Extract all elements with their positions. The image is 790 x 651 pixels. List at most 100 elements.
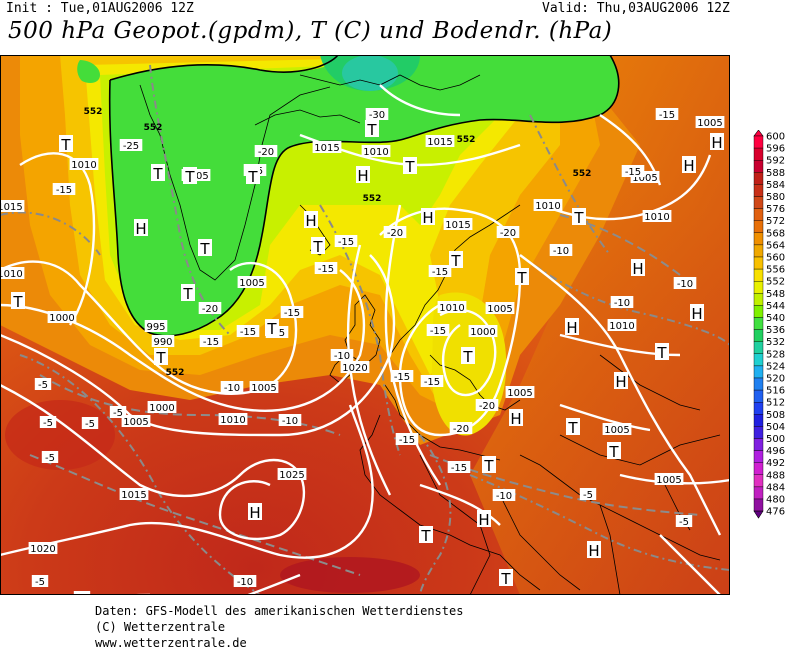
temperature-label: -15 [390, 370, 414, 383]
svg-text:H: H [588, 542, 599, 560]
legend-value: 552 [766, 277, 785, 288]
legend-swatch [753, 486, 764, 500]
red-cell-west [5, 400, 115, 470]
low-pressure-marker: T [482, 456, 496, 475]
svg-text:T: T [266, 320, 277, 338]
isobar-label: 990 [151, 335, 175, 348]
svg-text:-10: -10 [553, 246, 569, 257]
svg-text:H: H [357, 167, 368, 185]
legend-swatch [753, 365, 764, 379]
svg-text:-5: -5 [85, 419, 95, 430]
low-pressure-marker: T [246, 167, 260, 186]
legend-value: 572 [766, 216, 785, 227]
temperature-label: -10 [549, 244, 573, 257]
temperature-label: -20 [254, 145, 278, 158]
svg-text:T: T [516, 269, 527, 287]
legend-swatch [753, 268, 764, 282]
temperature-label: -5 [31, 575, 49, 588]
svg-text:T: T [199, 240, 210, 258]
low-pressure-marker: T [365, 120, 379, 139]
valid-time: Valid: Thu,03AUG2006 12Z [542, 1, 730, 16]
legend-value: 556 [766, 265, 785, 276]
legend-value: 500 [766, 434, 785, 445]
legend-swatch [753, 450, 764, 463]
isobar-label: 1010 [218, 413, 248, 426]
svg-text:-15: -15 [203, 337, 219, 348]
svg-text:H: H [632, 260, 643, 278]
svg-text:-15: -15 [240, 327, 256, 338]
high-pressure-marker: H [248, 503, 262, 522]
isobar-label: 1005 [237, 276, 267, 289]
svg-text:-15: -15 [432, 267, 448, 278]
temperature-label: -15 [447, 461, 471, 474]
svg-text:1015: 1015 [121, 490, 146, 501]
svg-text:1015: 1015 [427, 137, 452, 148]
legend-value: 480 [766, 495, 785, 506]
color-legend: 6005965925885845805765725685645605565525… [753, 130, 785, 519]
temperature-label: -15 [395, 433, 419, 446]
low-pressure-marker: T [419, 526, 433, 545]
isobar-label: 1005 [695, 116, 725, 129]
legend-swatch [753, 329, 764, 342]
svg-text:T: T [184, 168, 195, 186]
legend-value: 488 [766, 470, 785, 481]
isobar-label: 1025 [277, 468, 307, 481]
legend-swatch [753, 498, 764, 512]
high-pressure-marker: H [421, 208, 435, 227]
legend-swatch [753, 474, 764, 488]
low-pressure-marker: T [183, 167, 197, 186]
low-pressure-marker: T [311, 237, 325, 256]
svg-text:1005: 1005 [604, 425, 629, 436]
legend-value: 520 [766, 374, 785, 385]
temperature-label: -15 [621, 165, 645, 178]
low-pressure-marker: T [198, 239, 212, 258]
svg-text:T: T [608, 443, 619, 461]
isobar-label: 1015 [119, 488, 149, 501]
svg-text:990: 990 [153, 337, 172, 348]
temperature-label: -15 [52, 183, 76, 196]
isobar-label: 1020 [340, 361, 370, 374]
low-pressure-marker: T [181, 284, 195, 303]
svg-text:1010: 1010 [363, 147, 388, 158]
high-pressure-marker: H [587, 541, 601, 560]
svg-text:1015: 1015 [445, 220, 470, 231]
svg-text:1005: 1005 [507, 388, 532, 399]
legend-swatch [753, 462, 764, 476]
footer-credits: Daten: GFS-Modell des amerikanischen Wet… [95, 603, 463, 651]
low-pressure-marker: T [59, 135, 73, 154]
svg-text:1010: 1010 [535, 201, 560, 212]
svg-text:1015: 1015 [0, 202, 23, 213]
temperature-label: -15 [280, 306, 304, 319]
legend-swatch [753, 184, 764, 197]
svg-text:-20: -20 [500, 228, 516, 239]
legend-value: 568 [766, 228, 785, 239]
svg-text:-5: -5 [583, 490, 593, 501]
high-pressure-marker: H [631, 259, 645, 278]
isobar-label: 1010 [0, 267, 25, 280]
legend-value: 548 [766, 289, 785, 300]
legend-arrow-top [753, 130, 764, 137]
svg-text:1005: 1005 [697, 118, 722, 129]
svg-text:T: T [60, 136, 71, 154]
isobar-label: 1000 [468, 325, 498, 338]
svg-text:T: T [462, 348, 473, 366]
svg-text:-15: -15 [284, 308, 300, 319]
svg-text:-15: -15 [56, 185, 72, 196]
footer-data-source: Daten: GFS-Modell des amerikanischen Wet… [95, 604, 464, 618]
svg-text:-15: -15 [424, 377, 440, 388]
svg-text:-5: -5 [679, 517, 689, 528]
svg-text:1000: 1000 [470, 327, 495, 338]
temperature-label: -15 [236, 325, 260, 338]
high-pressure-marker: H [690, 304, 704, 323]
temperature-label: -15 [334, 235, 358, 248]
svg-text:-15: -15 [338, 237, 354, 248]
low-pressure-marker: T [151, 164, 165, 183]
svg-text:T: T [573, 209, 584, 227]
temperature-labels: -25-20-25-30-15-15-15-20-15-20-10-15-15-… [31, 108, 697, 595]
isobar-label: 1015 [0, 200, 25, 213]
svg-text:-10: -10 [677, 279, 693, 290]
svg-text:H: H [711, 134, 722, 152]
high-pressure-marker: H [614, 372, 628, 391]
legend-value: 592 [766, 156, 785, 167]
svg-text:-20: -20 [258, 147, 274, 158]
